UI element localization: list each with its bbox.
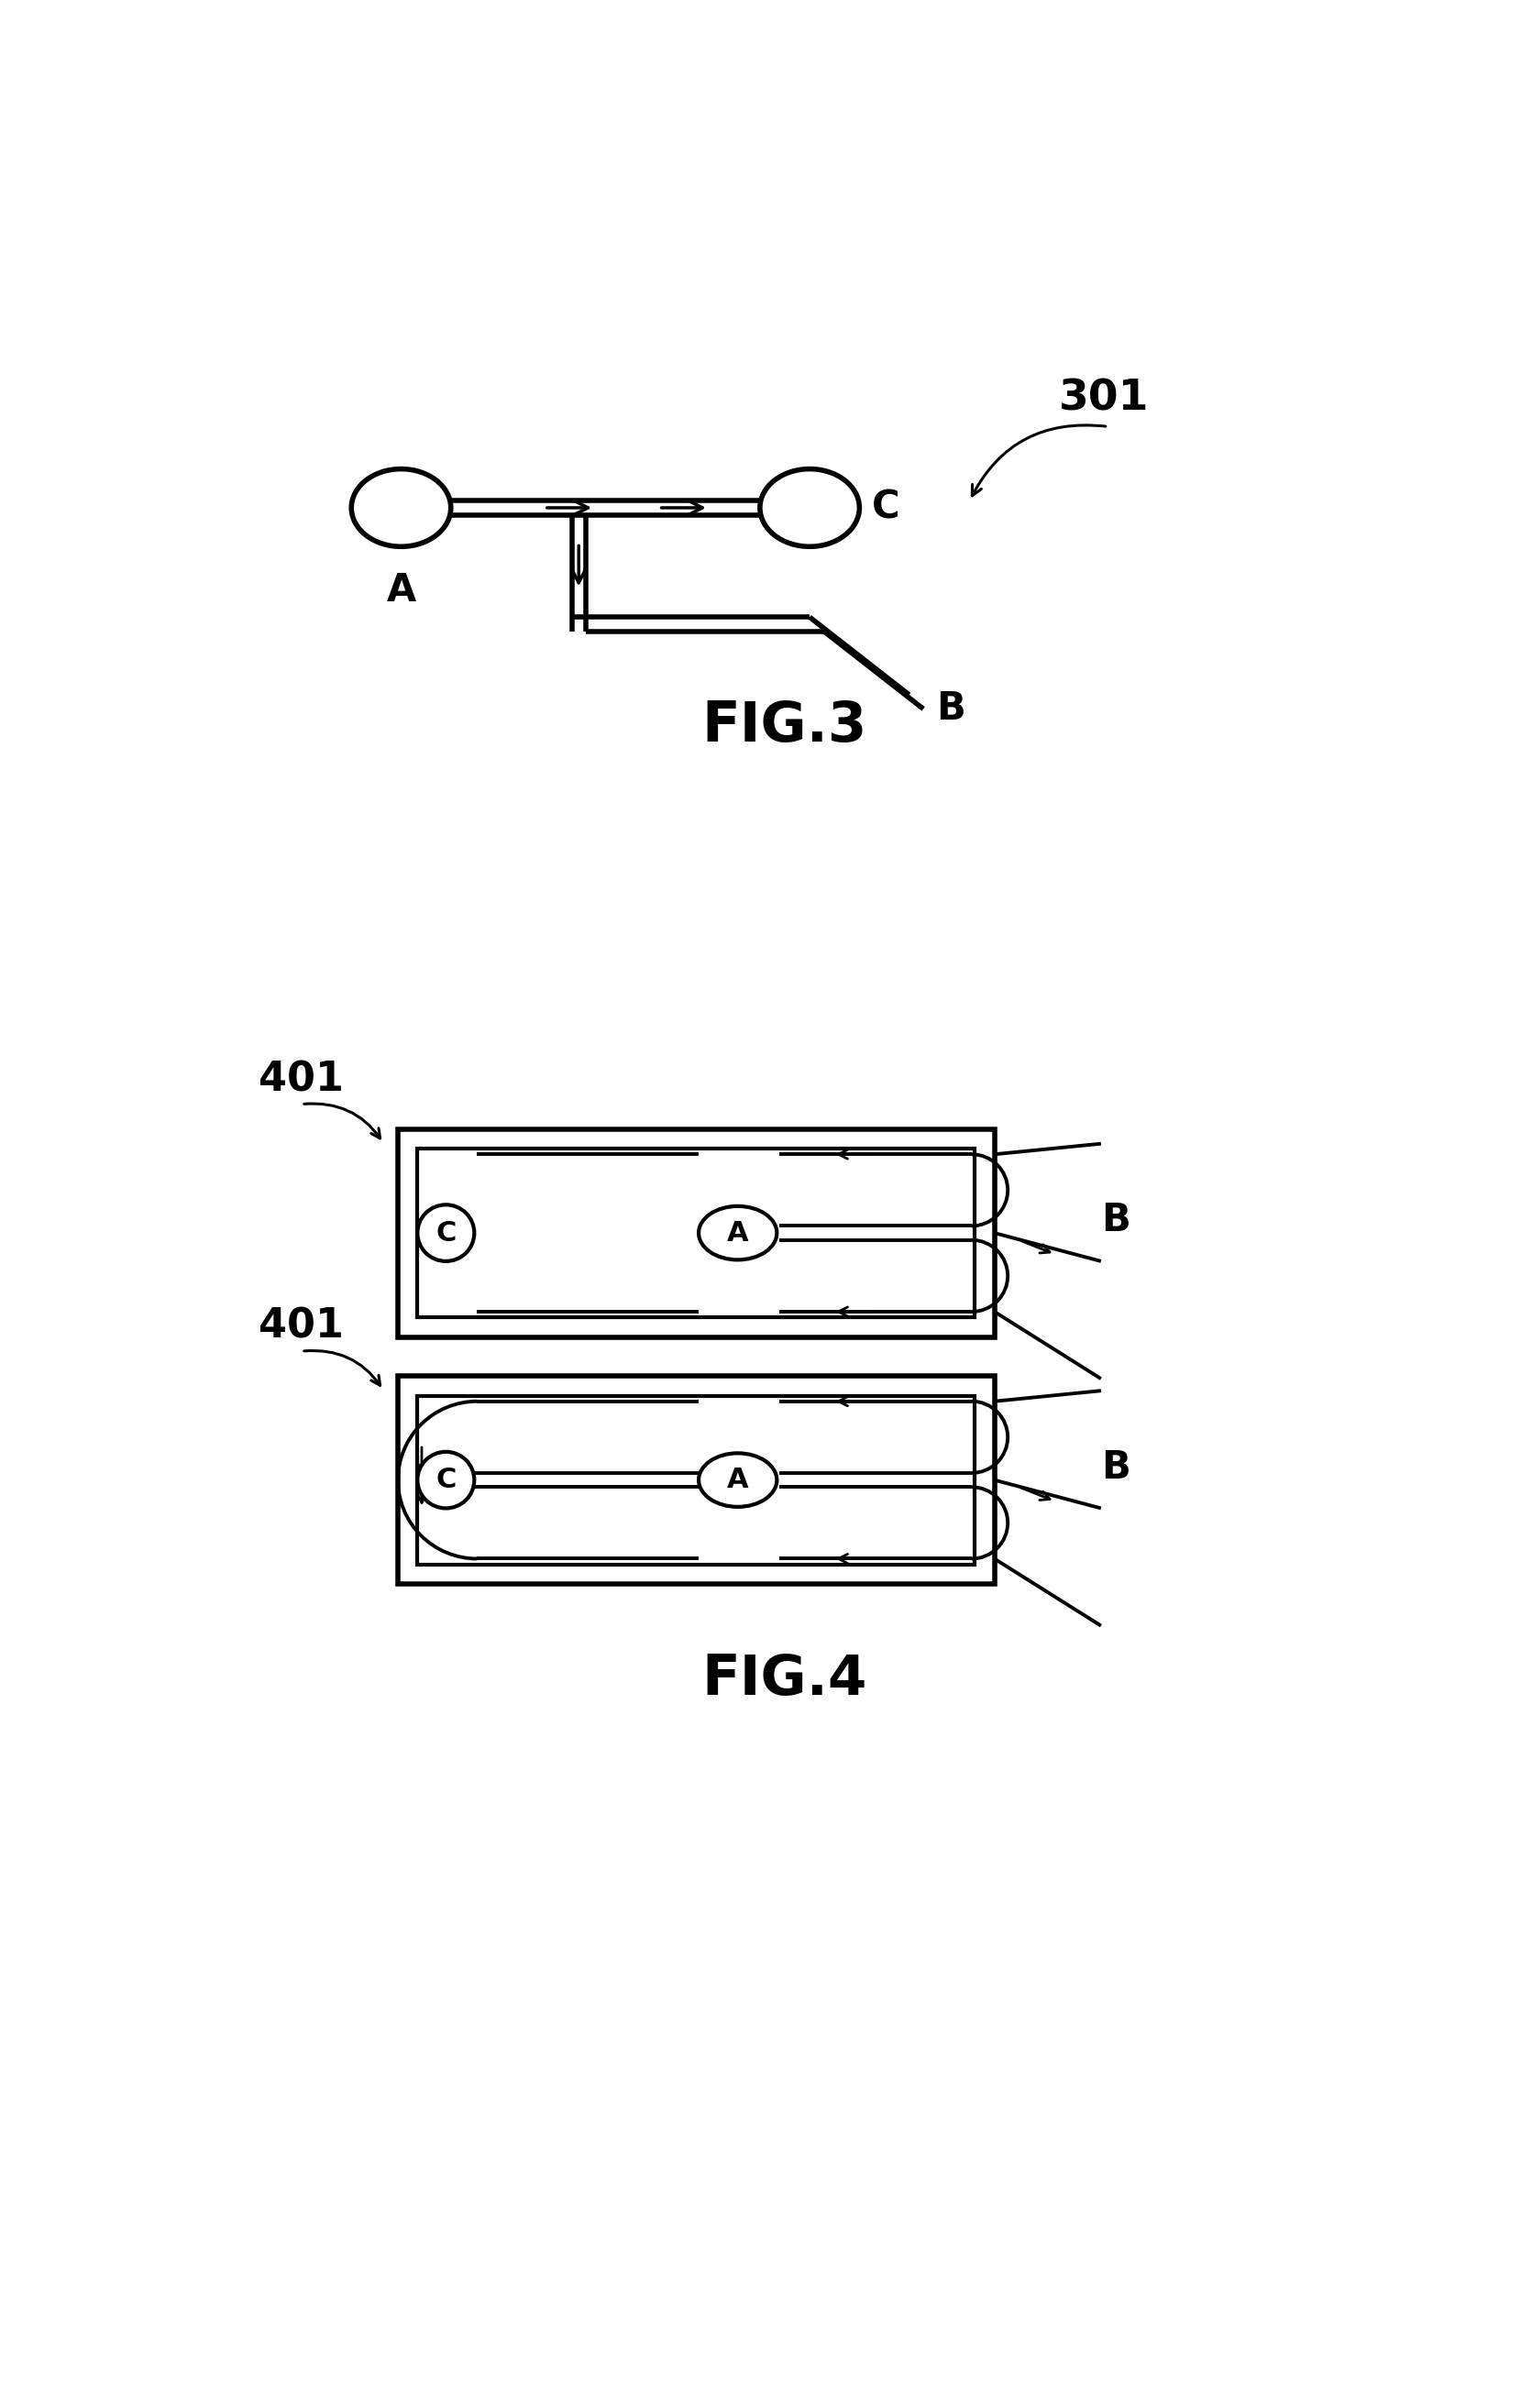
- Text: 401: 401: [259, 1308, 345, 1346]
- Bar: [417, 1149, 974, 1317]
- FancyArrowPatch shape: [305, 1103, 380, 1139]
- FancyArrowPatch shape: [973, 426, 1106, 496]
- Ellipse shape: [417, 1452, 475, 1507]
- FancyArrowPatch shape: [305, 1351, 380, 1385]
- Bar: [417, 1397, 974, 1565]
- Bar: [398, 1129, 994, 1336]
- Text: 401: 401: [259, 1060, 345, 1098]
- Text: 301: 301: [1059, 378, 1149, 419]
- Text: B: B: [936, 689, 965, 727]
- Bar: [398, 1375, 994, 1584]
- Text: B: B: [1102, 1447, 1131, 1486]
- Text: A: A: [726, 1466, 749, 1493]
- Text: B: B: [1102, 1202, 1131, 1240]
- Text: C: C: [435, 1466, 457, 1493]
- Text: FIG.3: FIG.3: [702, 698, 867, 754]
- Ellipse shape: [417, 1204, 475, 1262]
- Text: A: A: [386, 571, 415, 609]
- Text: C: C: [435, 1221, 457, 1247]
- Text: A: A: [726, 1221, 749, 1247]
- Ellipse shape: [699, 1452, 777, 1507]
- Text: C: C: [872, 489, 901, 527]
- Ellipse shape: [699, 1206, 777, 1259]
- Text: FIG.4: FIG.4: [702, 1652, 867, 1707]
